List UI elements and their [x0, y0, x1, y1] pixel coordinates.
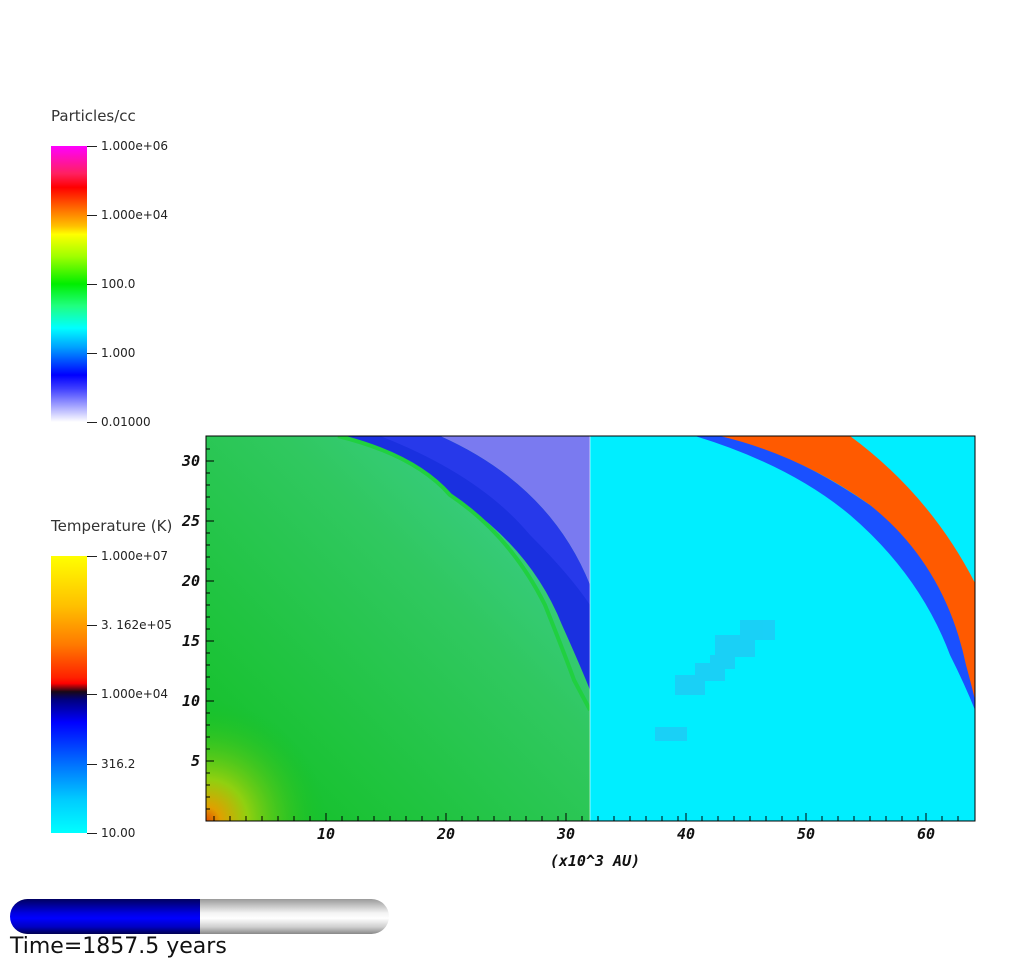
x-tick-label: 20 [436, 825, 455, 843]
density-tick-label: 1.000 [101, 346, 136, 360]
temperature-colorbar-title: Temperature (K) [51, 517, 173, 535]
time-progress-fill [10, 899, 200, 934]
x-tick-label: 60 [917, 825, 935, 843]
x-axis-label: (x10^3 AU) [550, 852, 640, 870]
time-label: Time=1857.5 years [10, 934, 227, 959]
x-tick-label: 40 [677, 825, 695, 843]
y-tick-label: 20 [181, 572, 200, 590]
time-progress-bar [10, 899, 389, 934]
density-tick-label: 100.0 [101, 277, 136, 291]
density-tick-label: 1.000e+06 [101, 139, 169, 153]
temperature-panel [590, 436, 975, 821]
y-tick-label: 5 [191, 752, 200, 770]
density-colorbar-title: Particles/cc [51, 107, 136, 125]
x-tick-label: 10 [317, 825, 335, 843]
density-panel [206, 436, 590, 821]
temperature-tick-label: 10.00 [101, 826, 136, 840]
x-tick-label: 50 [797, 825, 815, 843]
simulation-plot: 10 20 30 40 50 60 5 10 15 20 25 30 (x10^… [181, 435, 976, 870]
y-tick-label: 15 [182, 632, 200, 650]
y-tick-label: 10 [182, 692, 200, 710]
temperature-tick-label: 3. 162e+05 [101, 618, 172, 632]
temperature-colorbar-ticks: 1.000e+07 3. 162e+05 1.000e+04 316.2 10.… [87, 549, 187, 840]
density-tick-label: 1.000e+04 [101, 208, 169, 222]
temperature-tick-label: 1.000e+07 [101, 549, 169, 563]
x-tick-label: 30 [556, 825, 575, 843]
density-colorbar-ticks: 1.000e+06 1.000e+04 100.0 1.000 0.01000 [87, 139, 187, 429]
y-tick-label: 25 [181, 512, 200, 530]
y-tick-label: 30 [181, 452, 200, 470]
temperature-colorbar [51, 556, 87, 833]
temperature-tick-label: 316.2 [101, 757, 136, 771]
temperature-tick-label: 1.000e+04 [101, 687, 169, 701]
density-colorbar [51, 146, 87, 422]
density-tick-label: 0.01000 [101, 415, 151, 429]
